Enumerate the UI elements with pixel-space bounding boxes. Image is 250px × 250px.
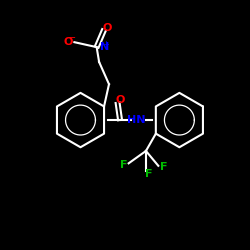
Text: F: F [145, 170, 152, 179]
Text: F: F [160, 162, 167, 172]
Text: +: + [102, 40, 110, 49]
Text: F: F [120, 160, 128, 170]
Text: O: O [64, 37, 73, 47]
Text: HN: HN [127, 115, 145, 125]
Text: −: − [68, 33, 76, 43]
Text: O: O [102, 23, 112, 33]
Text: O: O [115, 95, 125, 105]
Text: N: N [100, 42, 110, 52]
